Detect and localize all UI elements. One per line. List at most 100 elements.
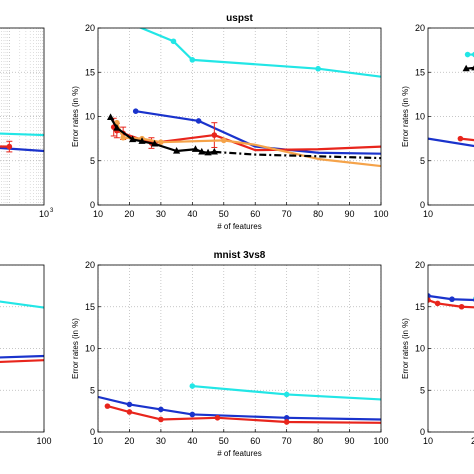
- series-line-1: [135, 110, 381, 155]
- data-point: [170, 38, 177, 45]
- data-point: [126, 409, 133, 415]
- x-tick-label: 90: [345, 436, 355, 446]
- y-tick-label: 20: [415, 23, 425, 33]
- x-tick-label: 10: [39, 209, 49, 219]
- chart-mnist-3vs8: 10 20 30 40 50 60 70 80 90 100 0 5 10 15 20 mnist 3vs8 #…: [71, 250, 389, 458]
- series-line-1: [428, 294, 474, 302]
- axes-box: [0, 27, 45, 206]
- data-point-triangle: [113, 124, 121, 131]
- y-tick-label: 10: [85, 344, 95, 354]
- y-tick-label: 0: [90, 427, 95, 437]
- data-point-triangle: [173, 147, 181, 154]
- x-tick-label: 90: [345, 209, 355, 219]
- data-point: [428, 293, 431, 299]
- series-line-1: [98, 395, 381, 421]
- x-tick-label: 50: [219, 209, 229, 219]
- series-line-3: [460, 137, 474, 142]
- data-point-triangle: [198, 147, 206, 155]
- data-point: [449, 296, 455, 303]
- y-tick-label: 5: [420, 156, 425, 166]
- y-tick-label: 15: [415, 67, 425, 77]
- data-point-triangle: [128, 135, 137, 143]
- data-point: [464, 51, 471, 58]
- x-tick-label: 10: [93, 436, 103, 446]
- series-group: [428, 293, 474, 310]
- data-point-triangle: [191, 145, 200, 152]
- x-tick-label: 20: [124, 209, 134, 219]
- y-tick-label: 5: [420, 385, 425, 395]
- y-tick-label: 15: [415, 302, 425, 312]
- y-tick-label: 10: [85, 112, 95, 122]
- grid: [0, 28, 44, 205]
- data-point: [283, 419, 290, 425]
- y-tick-label: 20: [85, 23, 95, 33]
- data-point-triangle: [462, 64, 470, 72]
- y-tick-label: 0: [420, 427, 425, 437]
- x-tick-label: 30: [156, 436, 166, 446]
- data-point: [283, 391, 290, 398]
- series-line-2: [428, 299, 474, 309]
- series-line-0: [0, 132, 44, 137]
- series-group: [0, 132, 44, 153]
- data-point: [214, 415, 221, 421]
- data-point-triangle: [138, 137, 146, 144]
- data-point: [158, 416, 164, 423]
- data-point: [283, 415, 290, 421]
- series-line-4: [109, 116, 215, 154]
- series-line-0: [0, 300, 44, 309]
- series-line-1: [0, 354, 44, 359]
- x-tick-label: 20: [471, 436, 474, 446]
- series-group: [0, 300, 44, 364]
- y-axis-label: Error rates (in %): [71, 86, 80, 147]
- y-tick-label: 5: [90, 156, 95, 166]
- x-tick-label: 70: [282, 209, 292, 219]
- data-point: [220, 137, 227, 144]
- chart-uspst: 10 20 30 40 50 60 70 80 90 100 0 5 10 15 20 uspst # of f…: [71, 13, 389, 231]
- grid: [0, 265, 44, 432]
- x-tick-label: 60: [250, 436, 260, 446]
- data-point: [428, 297, 431, 303]
- y-axis-label: Error rates (in %): [71, 318, 80, 379]
- x-tick-label: 80: [313, 209, 323, 219]
- y-tick-label: 0: [420, 200, 425, 210]
- data-point: [189, 411, 196, 418]
- axes-box: [0, 264, 45, 433]
- data-point: [434, 300, 441, 307]
- y-tick-label: 15: [85, 302, 95, 312]
- series-line-2: [107, 405, 381, 424]
- series-line-2: [112, 126, 381, 152]
- x-tick-label: 70: [282, 436, 292, 446]
- grid: [428, 28, 474, 205]
- data-point: [189, 383, 196, 389]
- x-tick-label: 100: [373, 436, 388, 446]
- y-tick-label: 10: [415, 344, 425, 354]
- x-axis-label: # of features: [217, 449, 261, 458]
- y-axis-label: Error rates (in %): [401, 86, 410, 147]
- x-tick-label: 30: [156, 209, 166, 219]
- x-tick-label: 80: [313, 436, 323, 446]
- series-group: [428, 51, 474, 148]
- x-tick-label: 20: [124, 436, 134, 446]
- series-line-2: [0, 359, 44, 364]
- x-tick-label: 50: [219, 436, 229, 446]
- x-tick-exponent: 3: [50, 208, 54, 214]
- series-group: [98, 383, 381, 425]
- y-tick-label: 15: [85, 67, 95, 77]
- chart-title: mnist 3vs8: [214, 250, 266, 261]
- data-point-triangle: [106, 113, 115, 120]
- series-line-5: [214, 150, 381, 160]
- data-point: [120, 134, 126, 141]
- data-point: [126, 401, 133, 408]
- series-line-2: [428, 137, 474, 148]
- x-tick-label: 100: [373, 209, 388, 219]
- chart-title: uspst: [226, 13, 253, 24]
- x-tick-label: 40: [187, 209, 197, 219]
- x-tick-label: 10: [423, 436, 433, 446]
- data-point-triangle: [471, 65, 474, 71]
- x-axis-label: # of features: [217, 222, 261, 231]
- y-tick-label: 10: [415, 112, 425, 122]
- series-line-1: [0, 146, 44, 153]
